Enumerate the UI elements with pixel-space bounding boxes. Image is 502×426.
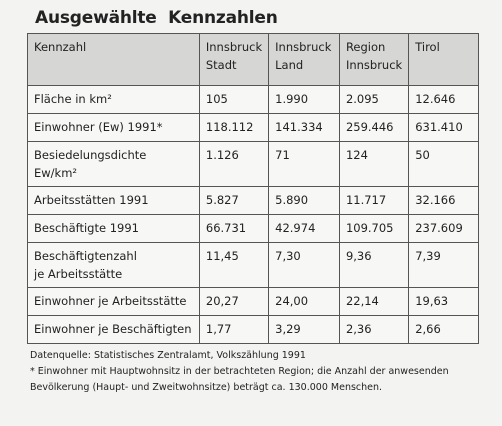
- cell: 19,63: [408, 287, 479, 316]
- table-row: Arbeitsstätten 1991 5.827 5.890 11.717 32.16…: [27, 186, 479, 215]
- cell: 7,39: [408, 242, 479, 288]
- note: Datenquelle: Statistisches Zentralamt, V…: [30, 350, 306, 361]
- cell: 124: [338, 141, 410, 187]
- cell: 9,36: [338, 242, 410, 288]
- table-row: Beschäftigtenzahl je Arbeitsstätte 11,45 7…: [27, 242, 479, 288]
- cell: 5.890: [268, 186, 340, 215]
- cell: 2,36: [338, 315, 410, 344]
- table-row: Einwohner (Ew) 1991* 118.112 141.334 259.44…: [27, 113, 479, 142]
- row-label: Arbeitsstätten 1991: [27, 186, 200, 215]
- row-label: Besiedelungsdichte Ew/km²: [27, 141, 200, 187]
- header-cell: Innsbruck Stadt: [198, 33, 270, 86]
- cell: 141.334: [268, 113, 340, 142]
- cell: 32.166: [408, 186, 479, 215]
- cell: 22,14: [338, 287, 410, 316]
- cell: 1.990: [268, 85, 340, 114]
- data-table: Kennzahl Innsbruck Stadt Innsbruck Land Reg…: [27, 33, 479, 344]
- cell: 237.609: [408, 214, 479, 243]
- title: Ausgewählte Kennzahlen: [35, 8, 278, 28]
- table-row: Fläche in km² 105 1.990 2.095 12.646: [27, 85, 479, 114]
- cell: 1.126: [198, 141, 270, 187]
- cell: 12.646: [408, 85, 479, 114]
- cell: 1,77: [198, 315, 270, 344]
- cell: 2.095: [338, 85, 410, 114]
- row-label: Einwohner je Beschäftigten: [27, 315, 200, 344]
- header-row: Kennzahl Innsbruck Stadt Innsbruck Land Reg…: [27, 33, 479, 86]
- cell: 118.112: [198, 113, 270, 142]
- header-cell: Kennzahl: [27, 33, 200, 86]
- table-body: Fläche in km² 105 1.990 2.095 12.646 Einwohne…: [27, 85, 479, 344]
- cell: 50: [408, 141, 479, 187]
- note: * Einwohner mit Hauptwohnsitz in der bet…: [30, 366, 449, 393]
- table-row: Einwohner je Arbeitsstätte 20,27 24,00 22,1…: [27, 287, 479, 316]
- cell: 2,66: [408, 315, 479, 344]
- cell: 259.446: [338, 113, 410, 142]
- cell: 5.827: [198, 186, 270, 215]
- row-label: Einwohner je Arbeitsstätte: [27, 287, 200, 316]
- header-cell: Region Innsbruck: [338, 33, 410, 86]
- cell: 11,45: [198, 242, 270, 288]
- table-head: Kennzahl Innsbruck Stadt Innsbruck Land Reg…: [27, 33, 479, 86]
- table-row: Einwohner je Beschäftigten 1,77 3,29 2,36 2,…: [27, 315, 479, 344]
- cell: 7,30: [268, 242, 340, 288]
- header-cell: Tirol: [408, 33, 479, 86]
- row-label: Beschäftigte 1991: [27, 214, 200, 243]
- cell: 42.974: [268, 214, 340, 243]
- cell: 3,29: [268, 315, 340, 344]
- cell: 71: [268, 141, 340, 187]
- cell: 11.717: [338, 186, 410, 215]
- cell: 109.705: [338, 214, 410, 243]
- header-cell: Innsbruck Land: [268, 33, 340, 86]
- table-row: Beschäftigte 1991 66.731 42.974 109.705 237.…: [27, 214, 479, 243]
- cell: 24,00: [268, 287, 340, 316]
- notes: Datenquelle: Statistisches Zentralamt, V…: [30, 348, 449, 396]
- table-row: Besiedelungsdichte Ew/km² 1.126 71 124 50: [27, 141, 479, 187]
- row-label: Einwohner (Ew) 1991*: [27, 113, 200, 142]
- cell: 66.731: [198, 214, 270, 243]
- cell: 20,27: [198, 287, 270, 316]
- cell: 105: [198, 85, 270, 114]
- cell: 631.410: [408, 113, 479, 142]
- row-label: Fläche in km²: [27, 85, 200, 114]
- row-label: Beschäftigtenzahl je Arbeitsstätte: [27, 242, 200, 288]
